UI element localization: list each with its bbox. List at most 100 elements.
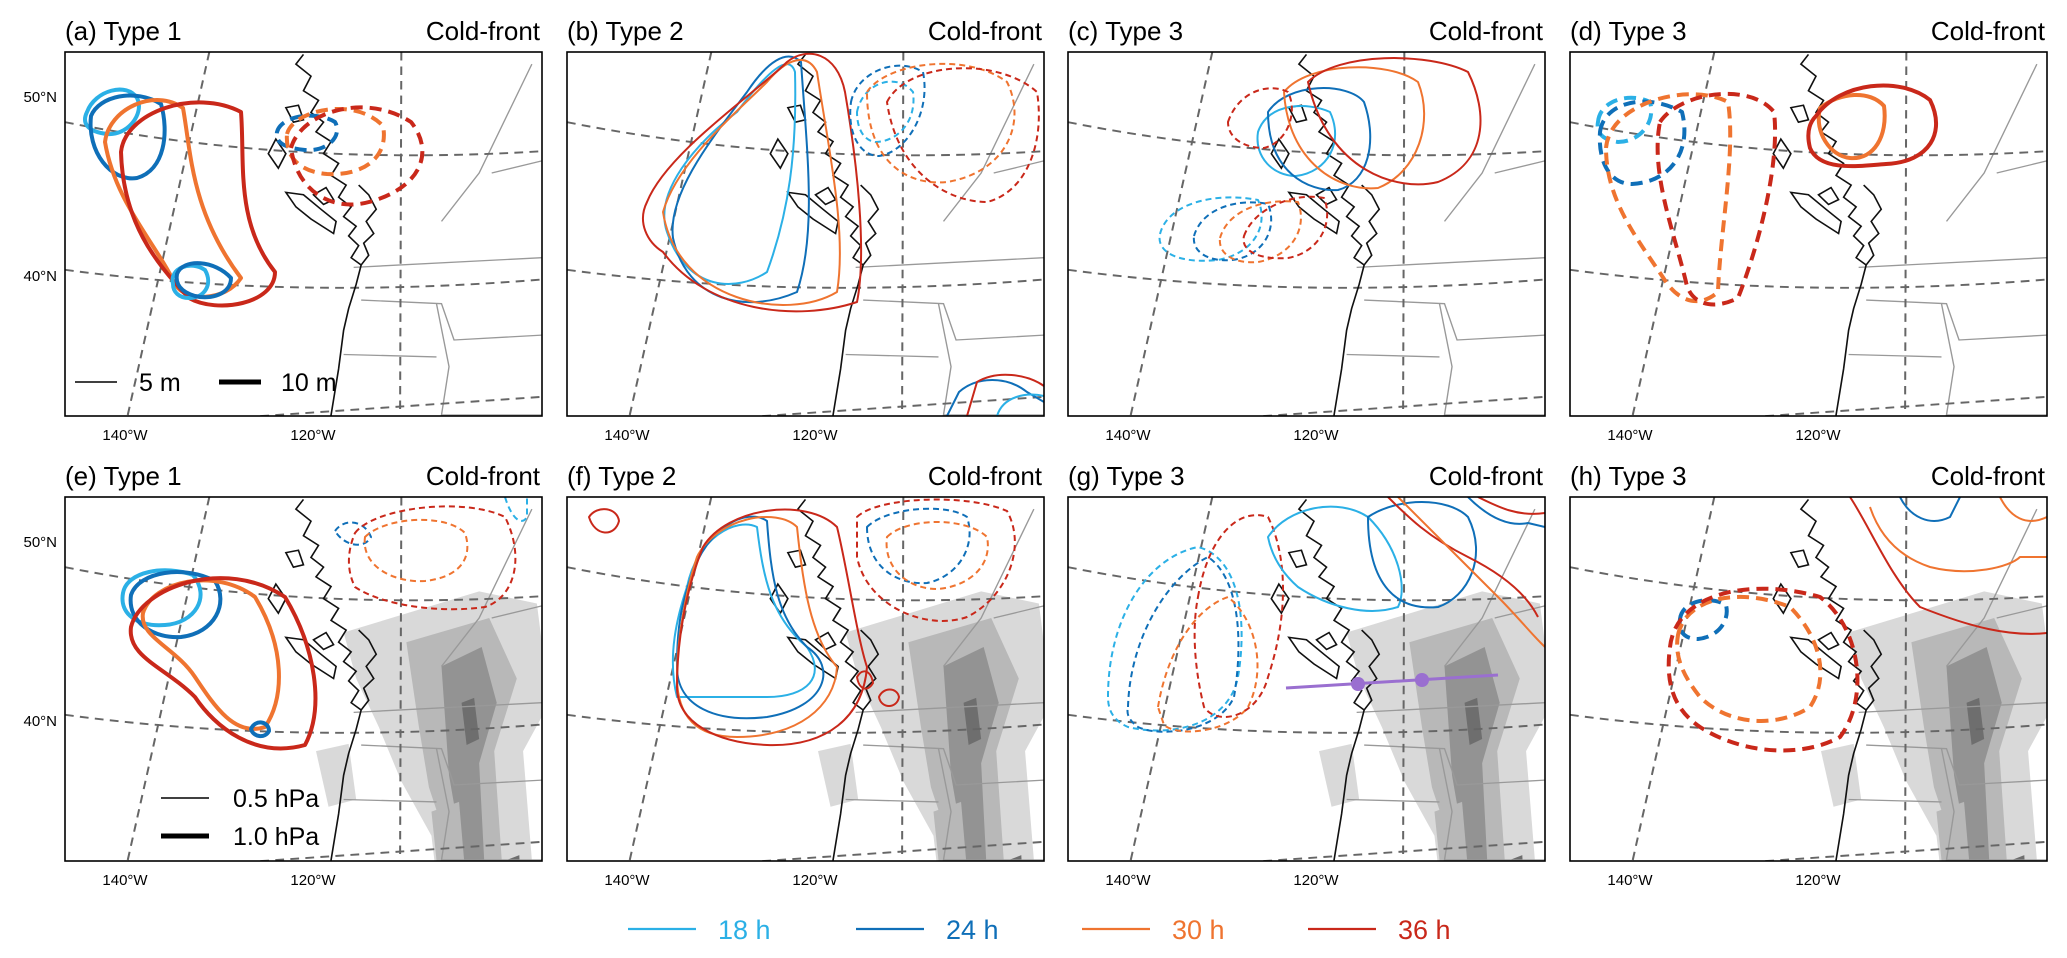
contour: [1666, 586, 1860, 753]
contour: [642, 52, 863, 313]
contour: [1849, 497, 2047, 635]
key-thin-label: 0.5 hPa: [233, 785, 319, 813]
panel-a: (a) Type 1 Cold-front 5 m 10 m 140°W 120°W 50°…: [23, 16, 543, 444]
lon-tick-label: 140°W: [1105, 427, 1151, 444]
terrain-shading: [818, 591, 1044, 861]
contour: [1227, 87, 1293, 149]
lon-tick-label: 120°W: [290, 872, 336, 889]
map-frame: [64, 51, 543, 417]
lat-tick-label: 40°N: [23, 713, 57, 730]
contour: [946, 379, 1044, 416]
panel-case: Cold-front: [1931, 461, 2046, 491]
contour: [1367, 501, 1477, 609]
line-width-key: 0.5 hPa 1.0 hPa: [161, 785, 319, 851]
contours: [120, 497, 528, 751]
map-frame: [566, 496, 1045, 862]
panel-label: (h) Type 3: [1570, 461, 1687, 491]
panel-label: (g) Type 3: [1068, 461, 1185, 491]
lat-tick-label: 50°N: [23, 89, 57, 106]
contours: [1158, 57, 1482, 264]
legend-label: 36 h: [1398, 915, 1451, 945]
contour: [348, 505, 517, 611]
legend-item: 18 h: [628, 915, 771, 945]
map-frame: [1569, 51, 2048, 417]
legend-label: 18 h: [718, 915, 771, 945]
contour: [88, 93, 167, 181]
contour: [676, 508, 868, 747]
contour: [289, 105, 425, 207]
contour: [1107, 546, 1243, 732]
lon-tick-label: 120°W: [1795, 427, 1841, 444]
contours: [642, 52, 1044, 416]
contours: [1666, 497, 2047, 753]
lon-tick-label: 120°W: [792, 872, 838, 889]
contour: [588, 508, 620, 534]
terrain-shading: [1821, 591, 2047, 861]
legend-item: 24 h: [856, 915, 999, 945]
contour: [1307, 57, 1482, 186]
panel-case: Cold-front: [426, 461, 541, 491]
panel-label: (e) Type 1: [65, 461, 182, 491]
contours: [588, 498, 1016, 747]
lon-tick-label: 120°W: [1293, 872, 1339, 889]
panel-case: Cold-front: [928, 16, 1043, 46]
contour: [1816, 92, 1887, 161]
contours: [1595, 83, 1939, 307]
legend-label: 24 h: [946, 915, 999, 945]
contour: [128, 576, 318, 751]
contour: [334, 521, 372, 546]
panel-case: Cold-front: [1429, 461, 1544, 491]
lon-tick-label: 120°W: [792, 427, 838, 444]
panel-label: (f) Type 2: [567, 461, 676, 491]
lat-tick-label: 40°N: [23, 268, 57, 285]
line-width-key: 5 m 10 m: [75, 369, 337, 397]
contour: [1387, 497, 1539, 618]
contour: [662, 59, 841, 306]
contour: [866, 62, 1016, 184]
contour: [1193, 514, 1284, 718]
panel-d: (d) Type 3 Cold-front 140°W 120°W: [1569, 16, 2048, 444]
contour: [249, 720, 271, 738]
terrain-shading: [316, 591, 542, 861]
contour: [174, 261, 233, 300]
map-frame: [566, 51, 1045, 417]
key-thick-label: 1.0 hPa: [233, 823, 319, 851]
key-thin-label: 5 m: [139, 369, 181, 397]
contour: [1597, 99, 1687, 186]
contour: [856, 80, 915, 143]
panel-f: (f) Type 2 Cold-front 140°W 120°W: [566, 461, 1045, 889]
contour: [1899, 497, 1961, 522]
legend-item: 30 h: [1082, 915, 1225, 945]
lon-tick-label: 140°W: [604, 427, 650, 444]
contour: [1218, 200, 1302, 264]
legend-label: 30 h: [1172, 915, 1225, 945]
contour: [663, 63, 797, 285]
panel-case: Cold-front: [928, 461, 1043, 491]
contour: [1806, 83, 1939, 169]
lon-tick-label: 140°W: [1105, 872, 1151, 889]
lat-tick-label: 50°N: [23, 534, 57, 551]
panel-case: Cold-front: [1931, 16, 2046, 46]
contour: [966, 373, 1044, 416]
lon-tick-label: 140°W: [1607, 427, 1653, 444]
contour: [856, 498, 1016, 622]
contours: [83, 87, 425, 308]
cross-section-line: [1285, 673, 1499, 691]
contour: [1397, 497, 1545, 648]
contour: [1604, 92, 1733, 303]
lon-tick-label: 120°W: [1293, 427, 1339, 444]
contour: [856, 670, 874, 690]
panel-label: (b) Type 2: [567, 16, 684, 46]
contour: [363, 518, 469, 583]
contour: [1595, 95, 1654, 144]
panel-label: (c) Type 3: [1068, 16, 1183, 46]
contour: [1158, 196, 1263, 262]
contour: [1999, 497, 2047, 522]
lon-tick-label: 140°W: [102, 427, 148, 444]
key-thick-label: 10 m: [281, 369, 337, 397]
map-frame: [64, 496, 543, 862]
map-frame: [1569, 496, 2048, 862]
terrain-shading: [1319, 591, 1545, 861]
contour: [996, 393, 1044, 416]
contour: [885, 521, 989, 590]
